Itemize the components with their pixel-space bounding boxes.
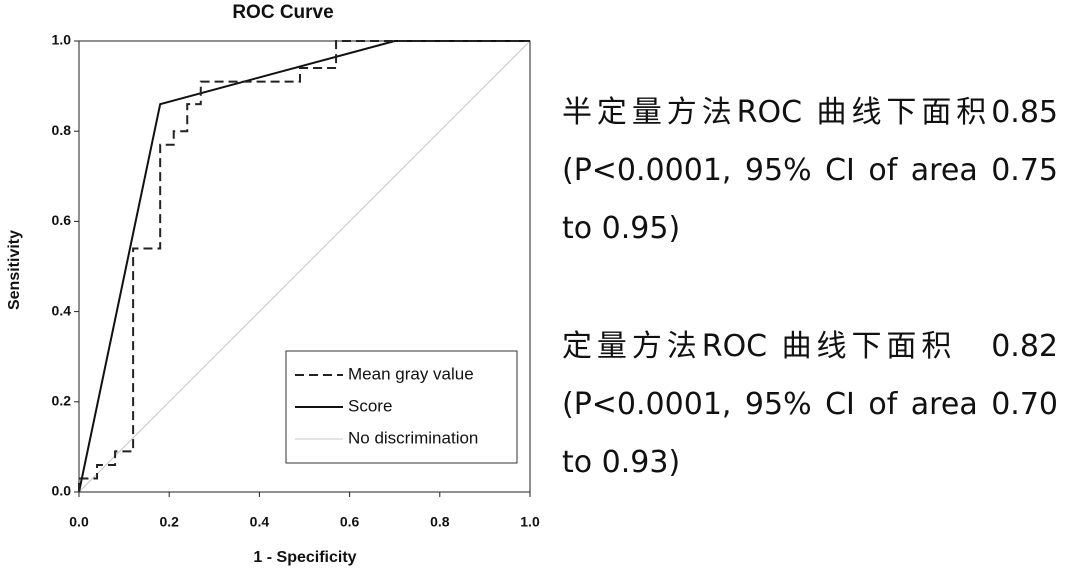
y-tick-label: 0.8 — [52, 122, 72, 138]
x-axis-label: 1 - Specificity — [253, 549, 356, 566]
annotation-line: to 0.95) — [562, 211, 681, 246]
annotation-line: (P<0.0001, 95% CI of area 0.70 — [562, 387, 1058, 422]
y-tick-label: 0.0 — [52, 483, 72, 499]
legend-label: Score — [348, 396, 392, 415]
annotation-block: 半定量方法ROC 曲线下面积0.85 (P<0.0001, 95% CI of … — [562, 84, 1058, 492]
series-line — [78, 40, 531, 493]
legend-label: No discrimination — [348, 428, 478, 447]
legend-label: Mean gray value — [348, 364, 474, 383]
annotation-line: to 0.93) — [562, 445, 681, 480]
x-tick-label: 1.0 — [520, 514, 540, 530]
x-tick-label: 0.8 — [430, 514, 450, 530]
x-tick-label: 0.0 — [69, 514, 89, 530]
y-tick-label: 0.4 — [52, 302, 72, 318]
annotation-line: (P<0.0001, 95% CI of area 0.75 — [562, 153, 1058, 188]
series-line — [78, 40, 530, 492]
plot-frame — [78, 40, 531, 493]
chart: ROC Curve 1 - Specificity Sensitivity 0.… — [6, 2, 540, 566]
y-tick-label: 0.2 — [52, 393, 72, 409]
y-axis-label: Sensitivity — [6, 230, 23, 310]
y-tick-label: 0.6 — [52, 212, 72, 228]
x-tick-label: 0.4 — [250, 514, 270, 530]
x-tick-label: 0.6 — [340, 514, 360, 530]
annotation-line: 半定量方法ROC 曲线下面积0.85 — [562, 95, 1058, 130]
chart-title: ROC Curve — [232, 2, 333, 23]
y-tick-label: 1.0 — [52, 32, 72, 48]
x-tick-label: 0.2 — [159, 514, 179, 530]
annotation-line: 定量方法ROC 曲线下面积 0.82 — [562, 329, 1058, 364]
